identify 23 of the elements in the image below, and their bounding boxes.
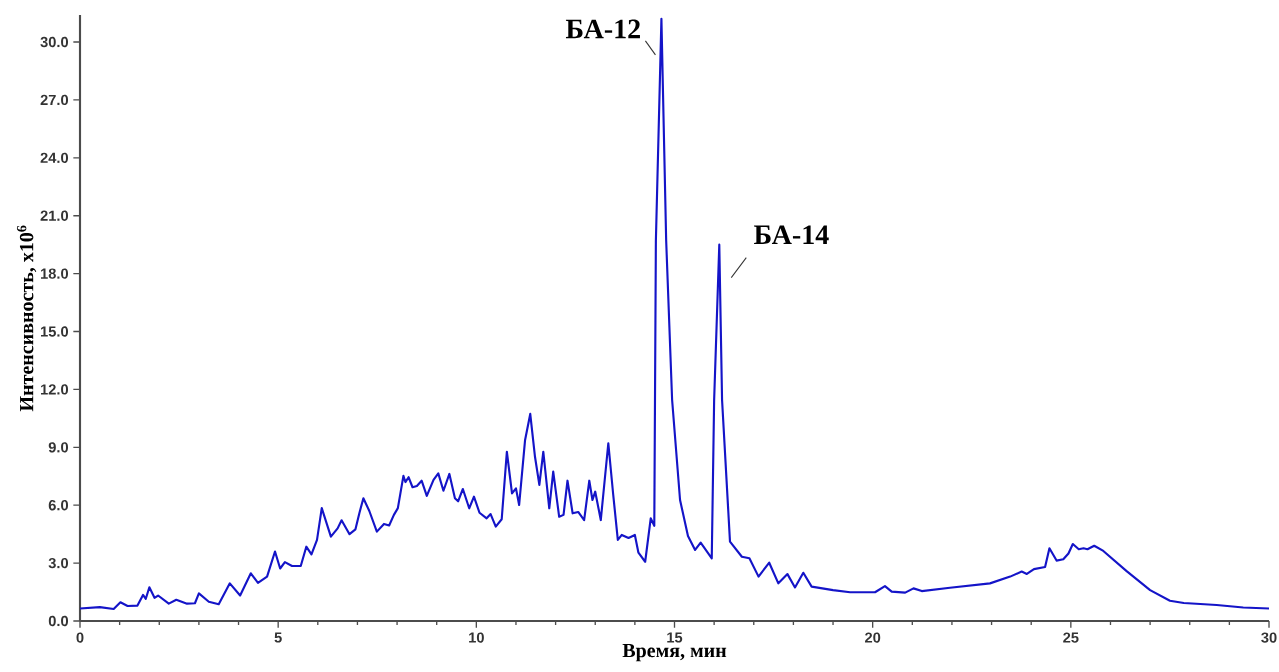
- y-tick-label: 30.0: [40, 36, 69, 48]
- annotation: БА-14: [754, 225, 829, 244]
- y-tick-label: 18.0: [41, 268, 69, 279]
- x-tick-label: 0: [76, 632, 84, 643]
- y-tick-label: 3.0: [48, 557, 69, 569]
- y-tick-label: 27.0: [40, 94, 69, 106]
- y-tick-label: 9.0: [48, 442, 69, 453]
- y-tick-label: 0.0: [48, 615, 69, 627]
- x-axis-title: Время, мин: [622, 643, 727, 662]
- x-tick-label: 25: [1063, 632, 1079, 643]
- y-tick-label: 24.0: [40, 152, 69, 164]
- x-tick-label: 10: [469, 632, 484, 643]
- x-tick-label: 15: [667, 632, 683, 643]
- x-tick-label: 5: [274, 632, 282, 643]
- y-tick-label: 21.0: [40, 210, 69, 221]
- y-tick-label: 6.0: [48, 500, 69, 511]
- x-tick-label: 20: [865, 632, 881, 643]
- y-tick-label: 12.0: [41, 384, 69, 395]
- annotation: БА-12: [565, 19, 640, 39]
- line-series: [78, 17, 1271, 611]
- x-tick-label: 30: [1261, 632, 1277, 643]
- y-axis-title: Интенсивность, x10$^{6}$: [16, 225, 37, 412]
- y-tick-label: 15.0: [41, 326, 69, 337]
